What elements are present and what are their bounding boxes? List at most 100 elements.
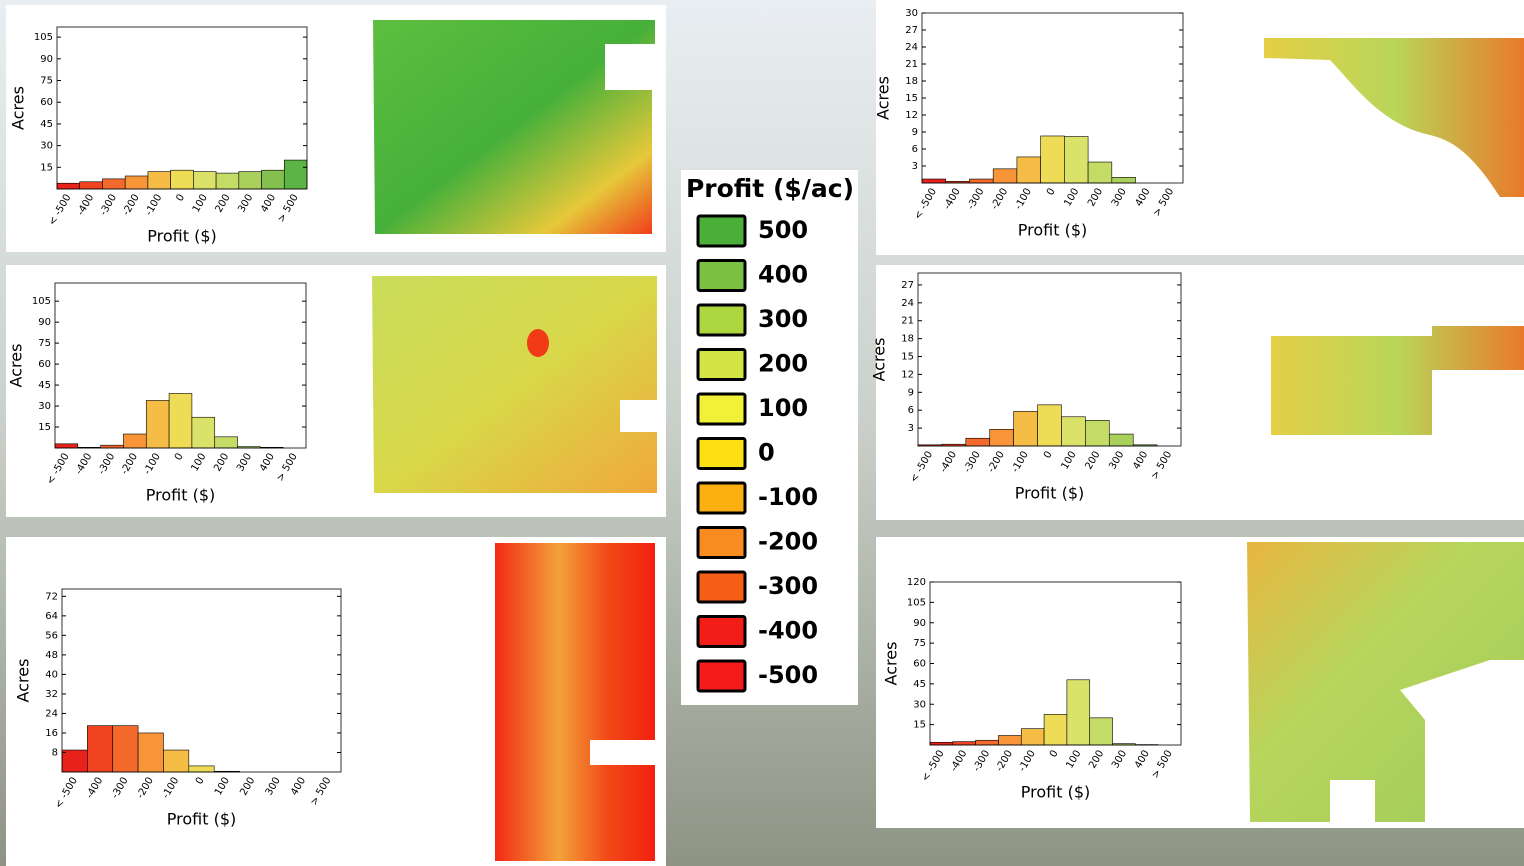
- bar: [1088, 162, 1112, 183]
- y-tick-label: 15: [905, 93, 918, 104]
- bar: [189, 766, 214, 772]
- y-tick-label: 18: [901, 334, 914, 345]
- y-tick-label: 60: [913, 659, 926, 670]
- y-tick-label: 15: [901, 352, 914, 363]
- y-tick-label: 12: [905, 110, 918, 121]
- bar: [284, 160, 307, 189]
- legend-swatch: [698, 216, 745, 246]
- y-tick-label: 24: [901, 298, 914, 309]
- bar: [1064, 137, 1088, 183]
- y-tick-label: 30: [905, 8, 918, 19]
- bar: [993, 169, 1017, 183]
- legend-swatch: [698, 261, 745, 291]
- legend-swatch: [698, 394, 745, 424]
- bar: [123, 434, 146, 448]
- legend-label: 400: [758, 261, 808, 289]
- y-tick-label: 27: [901, 280, 914, 291]
- y-axis-label: Acres: [14, 659, 33, 703]
- legend-swatch: [698, 661, 745, 691]
- bar: [169, 393, 192, 448]
- y-axis-label: Acres: [870, 338, 889, 382]
- y-tick-label: 3: [912, 161, 918, 172]
- legend-swatch: [698, 439, 745, 469]
- y-tick-label: 48: [45, 650, 58, 661]
- y-tick-label: 75: [913, 638, 926, 649]
- y-tick-label: 75: [40, 76, 53, 87]
- bar: [1038, 405, 1062, 446]
- bar: [1067, 680, 1090, 745]
- y-tick-label: 16: [45, 728, 58, 739]
- bar: [55, 444, 78, 448]
- bar: [171, 170, 194, 189]
- bar: [990, 429, 1014, 446]
- y-tick-label: 40: [45, 669, 58, 680]
- field-map: [495, 543, 655, 861]
- x-axis-label: Profit ($): [1021, 783, 1090, 802]
- y-tick-label: 30: [913, 699, 926, 710]
- bar: [80, 182, 103, 189]
- legend-label: 100: [758, 394, 808, 422]
- legend-label: -500: [758, 661, 818, 689]
- x-axis-label: Profit ($): [147, 227, 216, 246]
- y-axis-label: Acres: [7, 344, 26, 388]
- y-tick-label: 15: [913, 720, 926, 731]
- bar: [953, 742, 976, 745]
- bar: [146, 400, 169, 448]
- y-axis-label: Acres: [874, 76, 893, 120]
- bar: [57, 183, 80, 189]
- legend-title: Profit ($/ac): [686, 174, 854, 203]
- bar: [215, 437, 238, 448]
- bar: [138, 733, 163, 772]
- y-tick-label: 12: [901, 369, 914, 380]
- legend-label: -200: [758, 528, 818, 556]
- legend-label: -300: [758, 572, 818, 600]
- y-tick-label: 45: [38, 380, 51, 391]
- bar: [1041, 136, 1065, 183]
- bar: [113, 726, 138, 772]
- bar: [930, 742, 953, 745]
- bar: [239, 172, 262, 189]
- y-tick-label: 15: [38, 422, 51, 433]
- y-tick-label: 105: [32, 296, 51, 307]
- bar: [1044, 714, 1067, 745]
- y-tick-label: 64: [45, 611, 58, 622]
- legend-label: 500: [758, 216, 808, 244]
- legend-swatch: [698, 617, 745, 647]
- bar: [163, 750, 188, 772]
- y-tick-label: 21: [901, 316, 914, 327]
- y-tick-label: 24: [45, 708, 58, 719]
- y-tick-label: 90: [40, 54, 53, 65]
- y-tick-label: 24: [905, 42, 918, 53]
- y-tick-label: 3: [908, 423, 914, 434]
- y-tick-label: 105: [34, 32, 53, 43]
- y-tick-label: 30: [40, 141, 53, 152]
- y-tick-label: 6: [908, 405, 914, 416]
- bar: [998, 735, 1021, 745]
- y-tick-label: 60: [40, 97, 53, 108]
- bar: [922, 179, 946, 183]
- bar: [976, 740, 999, 745]
- y-tick-label: 30: [38, 401, 51, 412]
- y-tick-label: 15: [40, 162, 53, 173]
- y-tick-label: 6: [912, 144, 918, 155]
- y-tick-label: 27: [905, 25, 918, 36]
- bar: [969, 179, 993, 183]
- y-tick-label: 105: [907, 597, 926, 608]
- page: Profit ($/ac) 5004003002001000-100-200-3…: [0, 0, 1524, 866]
- bar: [1017, 157, 1041, 183]
- bar: [1085, 420, 1109, 446]
- legend-swatch: [698, 528, 745, 558]
- bar: [216, 173, 239, 189]
- x-axis-label: Profit ($): [1018, 221, 1087, 240]
- legend-swatch: [698, 305, 745, 335]
- y-tick-label: 120: [907, 577, 926, 588]
- bar: [101, 445, 124, 448]
- y-tick-label: 21: [905, 59, 918, 70]
- legend-label: 0: [758, 439, 775, 467]
- bar: [262, 170, 285, 189]
- y-tick-label: 56: [45, 630, 58, 641]
- bar: [62, 750, 87, 772]
- y-tick-label: 90: [38, 317, 51, 328]
- x-axis-label: Profit ($): [1015, 484, 1084, 503]
- bar: [192, 417, 215, 448]
